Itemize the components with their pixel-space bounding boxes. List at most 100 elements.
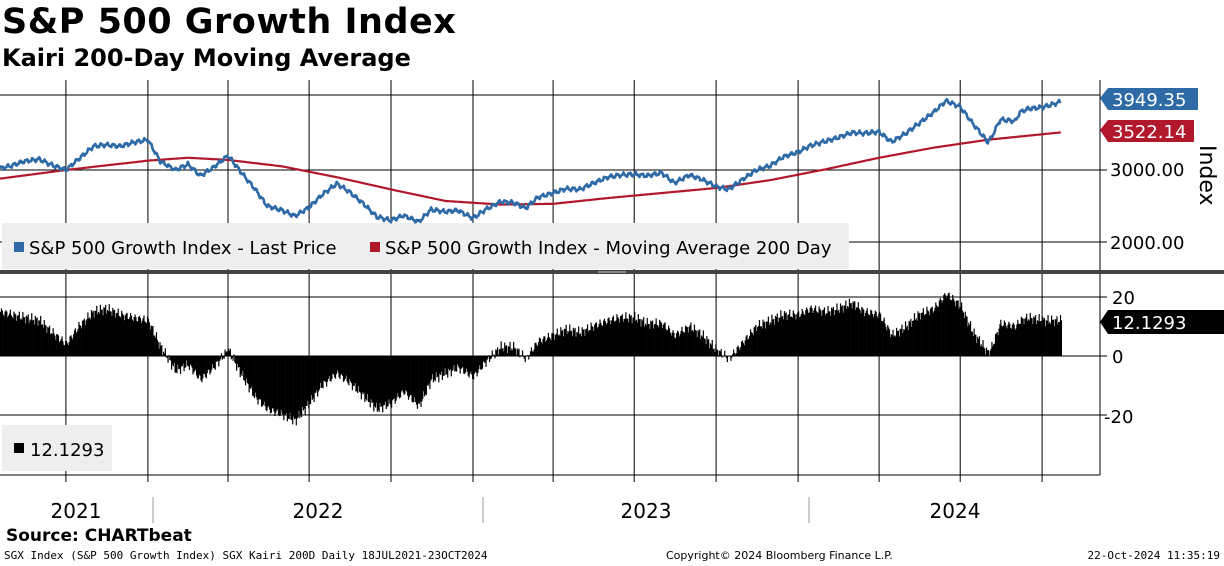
kairi-bar — [1015, 328, 1017, 356]
kairi-bar — [319, 356, 321, 383]
lower-y-ticks — [1100, 296, 1107, 416]
kairi-bar — [1018, 324, 1021, 356]
kairi-bar — [130, 313, 132, 356]
kairi-bar — [293, 356, 296, 420]
kairi-bar — [68, 342, 70, 356]
kairi-bar — [818, 306, 820, 356]
kairi-bar — [754, 326, 756, 356]
kairi-bar — [269, 356, 272, 414]
kairi-bar — [922, 308, 924, 356]
kairi-bar — [958, 308, 960, 356]
kairi-bar — [581, 327, 583, 356]
kairi-bar — [756, 331, 758, 356]
kairi-bar — [832, 306, 834, 356]
kairi-bar — [307, 356, 309, 401]
kairi-bar — [596, 328, 598, 356]
kairi-bar — [1001, 325, 1003, 356]
kairi-bar — [297, 356, 299, 418]
kairi-bar — [777, 322, 779, 356]
kairi-bar — [876, 315, 878, 356]
kairi-bar — [714, 351, 716, 356]
kairi-bar — [578, 334, 581, 356]
kairi-bar — [47, 327, 49, 356]
kairi-bar — [35, 318, 37, 356]
kairi-bar — [752, 335, 754, 356]
kairi-bar — [122, 315, 125, 356]
kairi-bar — [250, 356, 252, 390]
kairi-bar — [243, 356, 245, 380]
kairi-bar — [18, 311, 20, 356]
kairi-bar — [291, 356, 293, 421]
kairi-bar — [619, 322, 621, 356]
kairi-bar — [1006, 328, 1008, 356]
kairi-bar — [198, 356, 200, 375]
kairi-bar — [745, 336, 747, 356]
kairi-bar — [171, 356, 173, 370]
kairi-bar — [510, 350, 512, 356]
kairi-bar — [798, 311, 800, 356]
kairi-bar — [294, 356, 297, 419]
kairi-bar — [323, 356, 325, 381]
kairi-bar — [183, 356, 185, 372]
kairi-bar — [540, 341, 542, 356]
kairi-bar — [643, 317, 645, 356]
kairi-bar — [174, 356, 176, 373]
kairi-bar — [160, 345, 162, 356]
kairi-bar — [2, 314, 4, 356]
kairi-bar — [134, 314, 136, 356]
kairi-bar — [85, 320, 87, 356]
kairi-bar — [594, 324, 596, 356]
kairi-bar — [854, 301, 856, 356]
kairi-bar — [646, 317, 648, 356]
kairi-bar — [739, 350, 741, 356]
kairi-bar — [74, 328, 77, 356]
kairi-bar — [277, 356, 279, 410]
kairi-bar — [84, 325, 86, 356]
kairi-bar — [841, 305, 843, 356]
kairi-bar — [767, 316, 769, 356]
kairi-last-tag — [1100, 310, 1224, 334]
kairi-bar — [73, 330, 76, 356]
kairi-bar — [748, 338, 750, 356]
kairi-bar — [312, 356, 314, 399]
kairi-bar — [708, 339, 710, 356]
kairi-bar — [741, 341, 743, 356]
x-tick-label-2023: 2023 — [621, 499, 672, 523]
kairi-bar — [44, 324, 46, 356]
kairi-bar — [186, 356, 188, 361]
kairi-bar — [348, 356, 350, 386]
kairi-bar — [902, 332, 904, 356]
kairi-bar — [836, 303, 838, 356]
kairi-bar — [726, 356, 728, 363]
kairi-bar — [568, 332, 570, 356]
kairi-bar — [328, 356, 330, 377]
kairi-bar — [301, 356, 303, 417]
kairi-bar — [620, 315, 623, 356]
kairi-bar — [912, 320, 914, 356]
kairi-bar — [521, 350, 524, 356]
kairi-bar — [97, 314, 99, 356]
kairi-bar — [200, 356, 202, 381]
kairi-bar — [950, 300, 952, 356]
kairi-bar — [900, 328, 902, 356]
kairi-bar — [434, 356, 436, 382]
kairi-bar — [292, 356, 294, 425]
kairi-bar — [190, 356, 192, 366]
kairi-bar — [865, 310, 867, 356]
kairi-bar — [625, 312, 627, 356]
kairi-bar — [65, 341, 67, 356]
kairi-bar — [514, 348, 517, 356]
kairi-bar — [377, 356, 379, 411]
kairi-bar — [663, 323, 665, 356]
kairi-bar — [576, 332, 578, 356]
kairi-bar — [494, 356, 496, 359]
kairi-bar — [344, 356, 346, 379]
kairi-bar — [51, 333, 53, 356]
kairi-bar — [1058, 321, 1060, 356]
kairi-bar — [814, 308, 816, 356]
kairi-bar — [857, 302, 859, 356]
kairi-bar — [645, 325, 647, 356]
kairi-bar — [647, 323, 649, 356]
kairi-bar — [610, 323, 612, 356]
kairi-bar — [367, 356, 370, 402]
